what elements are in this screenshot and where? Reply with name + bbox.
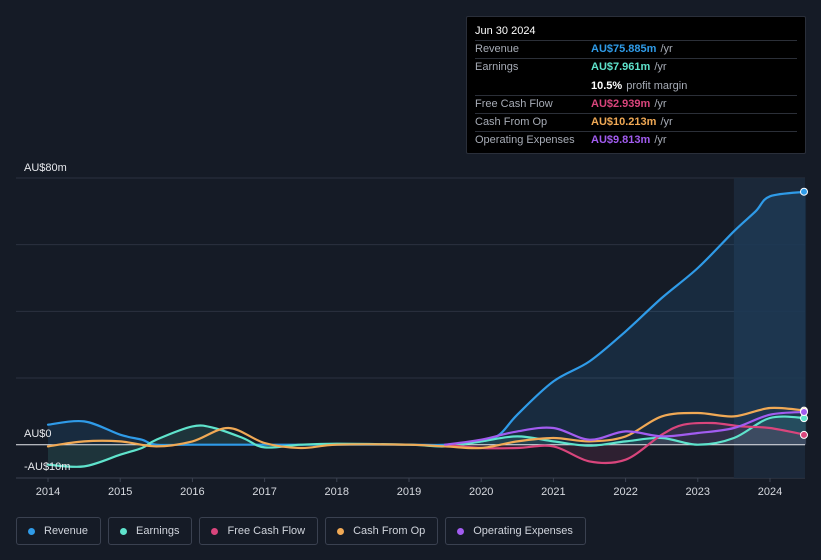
series-fills: [48, 191, 807, 467]
x-tick-label: 2014: [36, 486, 60, 498]
legend-item-earnings[interactable]: Earnings: [108, 517, 193, 545]
legend-label: Free Cash Flow: [227, 525, 306, 537]
x-tick-label: 2016: [180, 486, 204, 498]
tooltip-row-label: [475, 78, 591, 95]
legend-item-operating-expenses[interactable]: Operating Expenses: [445, 517, 586, 545]
tooltip-row-value: AU$2.939m: [591, 97, 651, 110]
tooltip-row-unit: /yr: [660, 116, 673, 129]
legend-item-revenue[interactable]: Revenue: [16, 517, 102, 545]
x-tick-label: 2017: [252, 486, 276, 498]
legend-dot-icon: [211, 527, 219, 535]
tooltip-row-unit: /yr: [654, 134, 667, 147]
legend-label: Cash From Op: [353, 525, 426, 537]
y-label-zero: AU$0: [24, 428, 52, 440]
x-tick-label: 2022: [613, 486, 637, 498]
revenue-end-marker: [800, 187, 808, 196]
tooltip-row-value: 10.5%: [591, 79, 623, 92]
tooltip-row: Operating Expenses AU$9.813m/yr: [475, 131, 797, 149]
tooltip-row-label: Free Cash Flow: [475, 97, 553, 110]
x-tick-label: 2019: [397, 486, 421, 498]
tooltip-rows: Revenue AU$75.885m/yr Earnings AU$7.961m/yr…: [475, 40, 797, 150]
tooltip-row-value: AU$75.885m: [591, 43, 657, 55]
tooltip-row-label: Earnings: [475, 61, 519, 74]
tooltip-row: Revenue AU$75.885m/yr: [475, 40, 797, 58]
legend-label: Earnings: [136, 525, 180, 537]
tooltip-row-value: AU$7.961m: [591, 61, 651, 74]
legend-item-cash-from-op[interactable]: Cash From Op: [325, 517, 439, 545]
free-cash-flow-end-marker: [800, 430, 808, 439]
grid-lines: [16, 177, 805, 479]
operating-expenses-line: [444, 410, 808, 446]
legend-dot-icon: [28, 527, 35, 535]
tooltip-row-label: Revenue: [475, 43, 520, 55]
legend-dot-icon: [457, 527, 465, 535]
y-label-bottom: -AU$10m: [24, 461, 70, 473]
tooltip-row-value: AU$9.813m: [591, 134, 651, 147]
tooltip-row-value: AU$10.213m: [591, 116, 657, 129]
tooltip-row: 10.5% profit margin: [475, 77, 797, 95]
tooltip-row: Free Cash Flow AU$2.939m/yr: [475, 94, 797, 113]
free-cash-flow-area: [445, 422, 807, 464]
tooltip-row: Cash From Op AU$10.213m/yr: [475, 113, 797, 131]
tooltip-panel: Jun 30 2024 Revenue AU$75.885m/yr Earnings…: [466, 16, 806, 154]
tooltip-row-unit: profit margin: [626, 79, 688, 92]
cash-from-op-line: [46, 406, 808, 450]
series-lines: [46, 190, 808, 468]
legend-label: Revenue: [44, 525, 89, 537]
tooltip-row-unit: /yr: [654, 97, 667, 110]
tooltip-row-unit: /yr: [660, 43, 673, 55]
x-tick-label: 2024: [758, 486, 782, 498]
tooltip-row-label: Cash From Op: [475, 116, 548, 129]
tooltip-row-label: Operating Expenses: [475, 134, 575, 147]
tooltip-row-unit: /yr: [654, 61, 667, 74]
tooltip-row: Earnings AU$7.961m/yr: [475, 58, 797, 76]
x-tick-label: 2015: [108, 486, 132, 498]
x-axis: 2014 2015 2016 2017 2018 2019 2020 2021 2022 2023…: [36, 478, 782, 498]
x-tick-label: 2018: [325, 486, 349, 498]
x-tick-label: 2023: [686, 486, 710, 498]
y-label-top: AU$80m: [24, 162, 67, 174]
legend-label: Operating Expenses: [473, 525, 573, 537]
x-tick-label: 2021: [541, 486, 565, 498]
tooltip-date: Jun 30 2024: [475, 25, 536, 37]
revenue-area: [48, 191, 807, 446]
operating-expenses-end-marker: [800, 407, 808, 416]
series-end-markers: [800, 187, 808, 439]
free-cash-flow-line: [444, 421, 808, 465]
legend-item-free-cash-flow[interactable]: Free Cash Flow: [199, 517, 319, 545]
x-tick-label: 2020: [469, 486, 493, 498]
earnings-area: [48, 416, 807, 467]
legend: Revenue Earnings Free Cash Flow Cash From O…: [16, 517, 593, 545]
legend-dot-icon: [120, 527, 128, 535]
legend-dot-icon: [337, 527, 345, 535]
